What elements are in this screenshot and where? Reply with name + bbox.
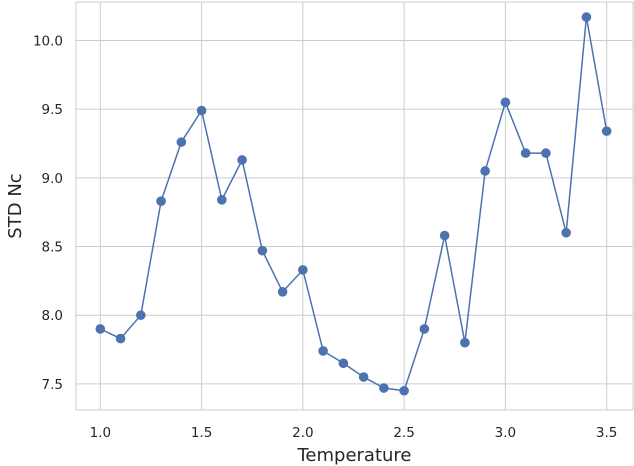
data-point bbox=[237, 155, 247, 165]
data-point bbox=[156, 196, 166, 206]
data-point bbox=[581, 12, 592, 22]
data-point bbox=[196, 105, 207, 116]
data-point bbox=[419, 324, 430, 334]
series-line bbox=[99, 16, 608, 392]
data-point bbox=[520, 148, 531, 158]
y-tick-label: 10.0 bbox=[33, 33, 63, 49]
y-tick-label: 8.0 bbox=[42, 308, 63, 324]
series-points bbox=[95, 12, 612, 396]
data-point bbox=[338, 358, 349, 369]
data-point bbox=[500, 97, 511, 108]
x-tick-label: 3.5 bbox=[596, 425, 617, 441]
data-point bbox=[277, 287, 288, 297]
y-tick-label: 8.5 bbox=[42, 240, 63, 256]
y-tick-label: 7.5 bbox=[42, 377, 63, 393]
plot-area-frame bbox=[75, 1, 634, 411]
data-point bbox=[358, 372, 369, 382]
data-point bbox=[379, 383, 389, 393]
y-tick-label: 9.5 bbox=[42, 102, 63, 118]
data-point bbox=[115, 333, 126, 344]
x-axis-title: Temperature bbox=[296, 445, 411, 466]
y-axis-title: STD Nc bbox=[5, 173, 26, 238]
x-tick-label: 1.5 bbox=[191, 425, 212, 441]
grid-lines bbox=[76, 2, 633, 410]
x-tick-label: 3.0 bbox=[495, 425, 516, 441]
data-point bbox=[176, 137, 187, 147]
x-axis-ticks: 1.0 1.5 2.0 2.5 3.0 3.5 bbox=[90, 425, 618, 441]
data-point bbox=[480, 166, 490, 176]
x-tick-label: 2.5 bbox=[393, 425, 414, 441]
data-point bbox=[257, 245, 268, 256]
data-point bbox=[217, 195, 227, 205]
x-tick-label: 1.0 bbox=[90, 425, 111, 441]
x-tick-label: 2.0 bbox=[292, 425, 313, 441]
data-point bbox=[601, 126, 612, 136]
data-point bbox=[439, 230, 450, 241]
data-point bbox=[399, 385, 409, 396]
data-point bbox=[460, 337, 470, 348]
data-point bbox=[136, 310, 146, 321]
data-point bbox=[561, 227, 571, 238]
data-point bbox=[95, 324, 106, 334]
y-axis-ticks: 7.5 8.0 8.5 9.0 9.5 10.0 bbox=[33, 33, 63, 392]
data-point bbox=[298, 265, 308, 275]
data-point bbox=[541, 148, 551, 158]
y-tick-label: 9.0 bbox=[42, 171, 63, 187]
data-point bbox=[318, 346, 328, 356]
